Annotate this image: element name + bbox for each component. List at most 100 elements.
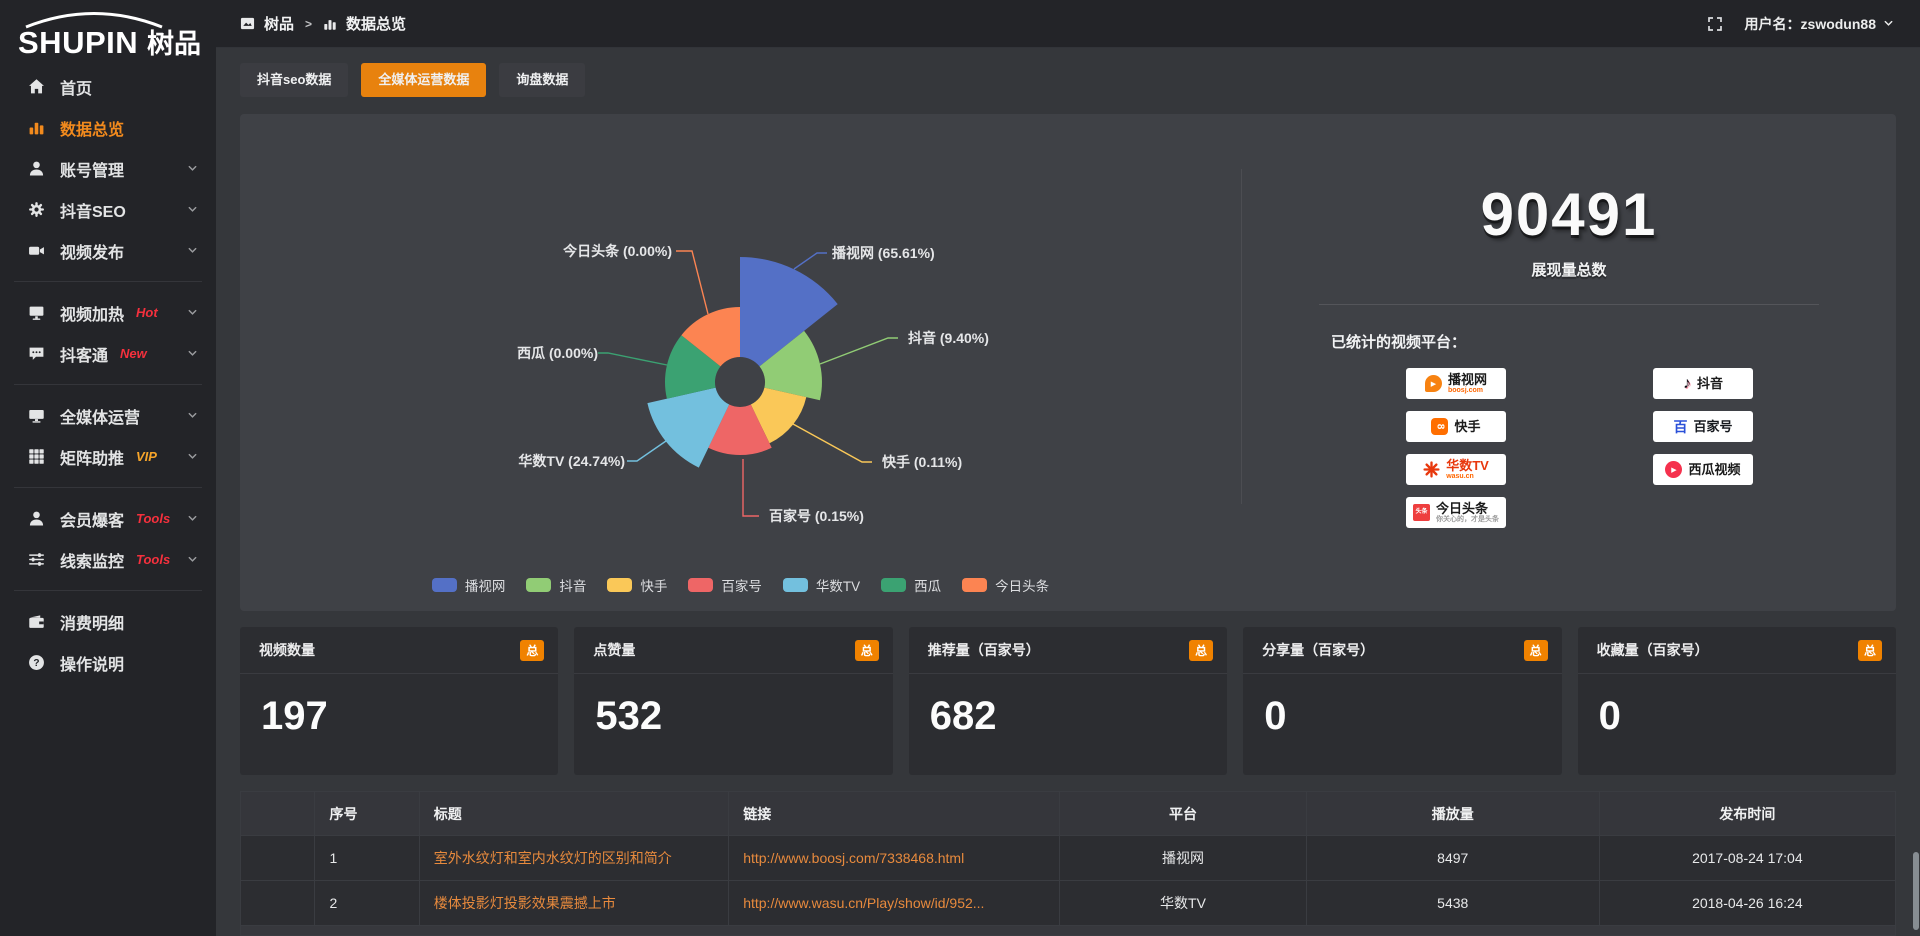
cell-title[interactable]: 室外水纹灯和室内水纹灯的区别和简介 (418, 835, 730, 881)
kuaishou-logo-icon: 8 (1431, 418, 1449, 435)
legend-label: 抖音 (559, 579, 587, 594)
tab-2[interactable]: 全媒体运营数据 (361, 63, 487, 97)
platform-badge-华数TV: 华数TV wasu.cn (1406, 454, 1506, 485)
chevron-down-icon (187, 513, 198, 524)
toutiao-logo-icon: 头条 (1413, 504, 1430, 521)
cell-link[interactable]: http://www.boosj.com/7338468.html (728, 835, 1061, 881)
sidebar-item-13[interactable]: ? 操作说明 (0, 642, 216, 683)
bar-chart-icon (323, 17, 337, 31)
sidebar-item-4[interactable]: 抖音SEO (0, 189, 216, 230)
stat-card-title: 收藏量（百家号） (1596, 642, 1709, 658)
app-icon (240, 16, 255, 31)
sidebar-item-8[interactable]: 全媒体运营 (0, 395, 216, 436)
bar-chart-icon (27, 119, 45, 137)
total-badge[interactable]: 总 (520, 639, 545, 661)
total-badge[interactable]: 总 (1189, 639, 1214, 661)
douyin-logo-icon: ♪ (1682, 374, 1691, 392)
svg-text:?: ? (33, 658, 39, 669)
column-header-标题: 标题 (418, 791, 730, 836)
platforms-label: 已统计的视频平台： (1331, 334, 1467, 351)
platform-badge-快手: 8 快手 (1406, 411, 1506, 442)
sidebar-item-7[interactable]: 抖客通 New (0, 333, 216, 374)
sidebar-item-label: 线索监控 (60, 553, 125, 571)
sidebar-item-label: 账号管理 (60, 162, 125, 180)
home-icon (27, 78, 45, 96)
video-icon (27, 242, 45, 260)
legend-item-今日头条[interactable]: 今日头条 (962, 575, 1049, 595)
pie-slice-今日头条[interactable] (681, 307, 740, 367)
table-row: 2 楼体投影灯投影效果震撼上市 http://www.wasu.cn/Play/sh… (239, 880, 1897, 926)
cell-time: 2017-08-24 17:04 (1598, 835, 1897, 881)
legend-swatch (431, 578, 457, 592)
grid-icon (27, 448, 45, 466)
stat-card-title: 推荐量（百家号） (927, 642, 1040, 658)
sidebar-item-2[interactable]: 数据总览 (0, 107, 216, 148)
chevron-down-icon (187, 554, 198, 565)
legend-swatch (881, 578, 907, 592)
monitor-icon (27, 407, 45, 425)
column-header-链接: 链接 (728, 791, 1061, 836)
sidebar-item-1[interactable]: 首页 (0, 66, 216, 107)
sidebar-item-12[interactable]: 消费明细 (0, 601, 216, 642)
platform-name: 西瓜视频 (1688, 461, 1741, 477)
video-table: 序号 标题 链接 平台 播放量 发布时间 1 室外水纹灯和室内水纹灯的区别和简介 http:/… (239, 791, 1897, 926)
chevron-down-icon (187, 163, 198, 174)
tab-1[interactable]: 抖音seo数据 (240, 63, 349, 97)
stat-card-value: 682 (929, 694, 997, 738)
sidebar-item-10[interactable]: 会员爆客 Tools (0, 498, 216, 539)
scrollbar-thumb[interactable] (1913, 852, 1919, 930)
stat-card-5: 收藏量（百家号） 总 0 (1577, 627, 1896, 775)
cell-link[interactable]: http://www.wasu.cn/Play/show/id/952... (728, 880, 1061, 926)
cell-plays: 8497 (1305, 835, 1600, 881)
pie-slice-华数TV[interactable] (647, 387, 730, 468)
sidebar-item-11[interactable]: 线索监控 Tools (0, 539, 216, 580)
sidebar-item-5[interactable]: 视频发布 (0, 230, 216, 271)
pie-slice-播视网[interactable] (740, 257, 838, 367)
legend-item-华数TV[interactable]: 华数TV (782, 575, 860, 595)
sidebar-item-label: 视频发布 (60, 244, 125, 262)
summary-divider (1319, 304, 1819, 305)
chevron-down-icon (187, 245, 198, 256)
tab-3[interactable]: 询盘数据 (499, 63, 586, 97)
total-badge[interactable]: 总 (1523, 639, 1548, 661)
total-badge[interactable]: 总 (1857, 639, 1882, 661)
column-header-播放量: 播放量 (1305, 791, 1600, 836)
legend-label: 百家号 (721, 579, 762, 594)
breadcrumb-app[interactable]: 树品 (264, 16, 295, 33)
sidebar-item-9[interactable]: 矩阵助推 VIP (0, 436, 216, 477)
breadcrumb: 树品 > 数据总览 (240, 13, 406, 34)
pie-slice-抖音[interactable] (759, 330, 822, 401)
pie-label: 华数TV (24.74%) (518, 453, 625, 469)
cell-title[interactable]: 楼体投影灯投影效果震撼上市 (418, 880, 730, 926)
legend-swatch (526, 578, 552, 592)
user-menu[interactable]: 用户名：zswodun88 (1745, 14, 1894, 34)
sidebar-divider (14, 487, 202, 488)
platform-name: 华数TV (1446, 458, 1489, 473)
logo-arc-icon (25, 12, 163, 29)
legend-item-抖音[interactable]: 抖音 (526, 575, 586, 595)
chart-legend: 播视网 抖音 快手 百家号 华数TV 西瓜 今日头条 (240, 575, 1241, 595)
topbar-right: 用户名：zswodun88 (1707, 14, 1894, 34)
fullscreen-icon[interactable] (1707, 16, 1723, 32)
table-row: 1 室外水纹灯和室内水纹灯的区别和简介 http://www.boosj.com/7… (239, 835, 1897, 881)
pie-slice-西瓜[interactable] (665, 335, 721, 399)
logo-text-cn: 树品 (147, 29, 201, 59)
sidebar-item-3[interactable]: 账号管理 (0, 148, 216, 189)
sidebar-item-label: 操作说明 (60, 656, 125, 674)
total-badge[interactable]: 总 (854, 639, 879, 661)
legend-item-播视网[interactable]: 播视网 (431, 575, 505, 595)
legend-item-百家号[interactable]: 百家号 (688, 575, 762, 595)
platform-name: 抖音 (1696, 375, 1723, 391)
cell-index: 2 (314, 880, 420, 926)
pie-slice-百家号[interactable] (708, 404, 772, 456)
cell-plays: 5438 (1305, 880, 1600, 926)
legend-item-快手[interactable]: 快手 (607, 575, 667, 595)
data-tabs: 抖音seo数据 全媒体运营数据 询盘数据 (240, 63, 1896, 97)
pie-slice-快手[interactable] (750, 387, 807, 444)
question-icon: ? (27, 654, 45, 672)
legend-item-西瓜[interactable]: 西瓜 (881, 575, 941, 595)
platform-sub: 你关心的，才是头条 (1436, 515, 1499, 523)
sidebar-item-6[interactable]: 视频加热 Hot (0, 292, 216, 333)
legend-swatch (962, 578, 988, 592)
breadcrumb-page[interactable]: 数据总览 (346, 16, 407, 33)
